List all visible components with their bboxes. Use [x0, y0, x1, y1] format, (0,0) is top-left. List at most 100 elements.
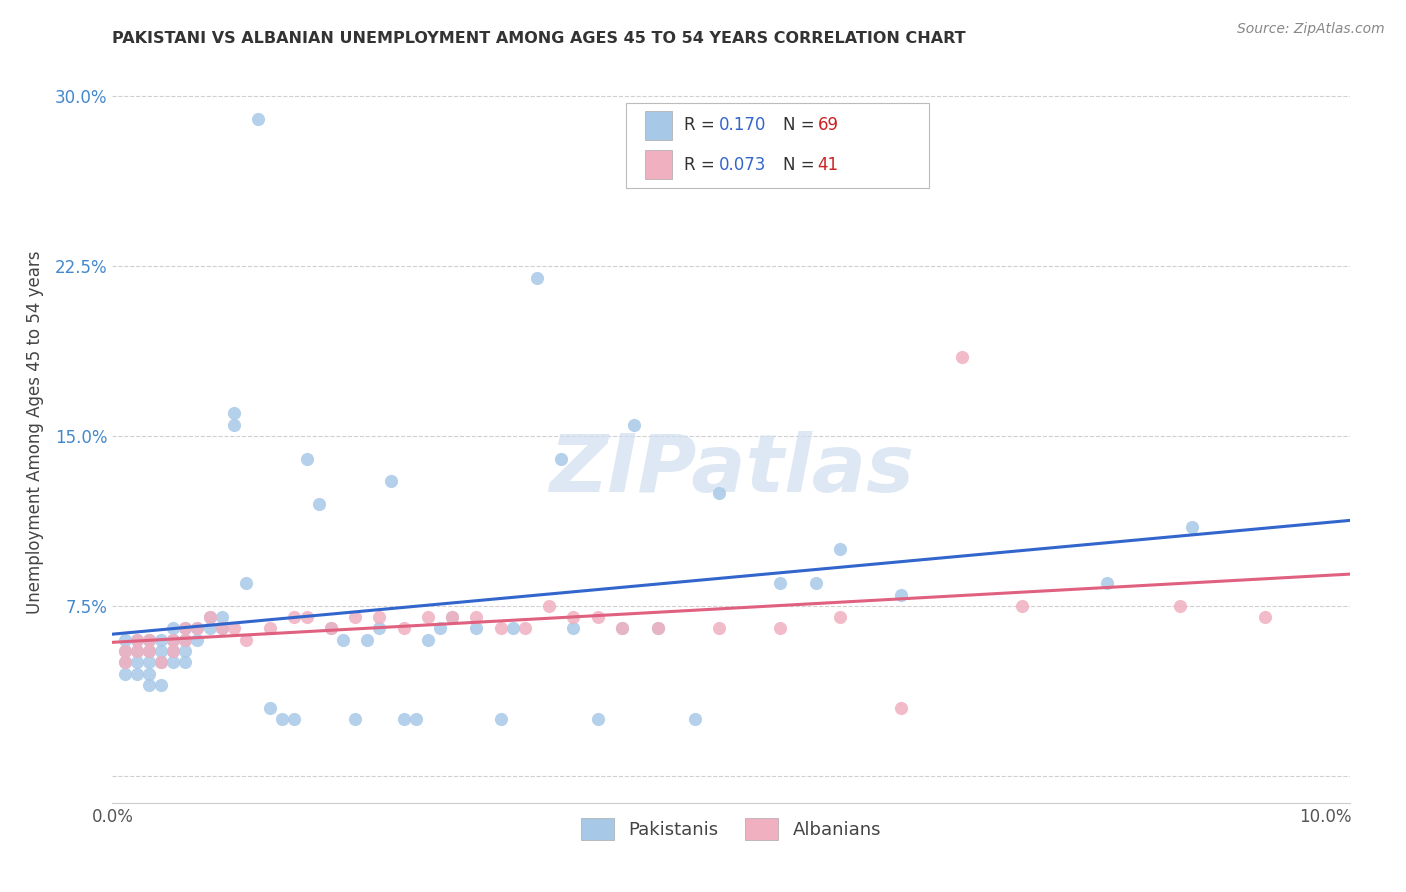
Point	[465, 610, 488, 624]
Point	[465, 622, 488, 636]
Point	[138, 644, 160, 658]
Point	[295, 451, 318, 466]
Point	[162, 632, 184, 647]
Point	[162, 632, 184, 647]
Point	[647, 622, 669, 636]
Point	[222, 622, 245, 636]
Point	[235, 576, 257, 591]
Point	[707, 622, 730, 636]
Point	[368, 610, 391, 624]
Point	[1181, 519, 1204, 533]
Legend: Pakistanis, Albanians: Pakistanis, Albanians	[572, 809, 890, 849]
Point	[138, 678, 160, 692]
Point	[125, 632, 148, 647]
Point	[586, 712, 609, 726]
Point	[610, 622, 633, 636]
Point	[1095, 576, 1118, 591]
Text: 0.170: 0.170	[718, 116, 766, 135]
Point	[114, 656, 136, 670]
Point	[162, 656, 184, 670]
Point	[332, 632, 354, 647]
Point	[830, 542, 852, 557]
Point	[769, 622, 792, 636]
Point	[247, 112, 270, 126]
Point	[174, 622, 197, 636]
Point	[162, 622, 184, 636]
Point	[890, 700, 912, 714]
Point	[186, 622, 208, 636]
Text: R =: R =	[685, 155, 720, 174]
Text: 41: 41	[818, 155, 839, 174]
Text: N =: N =	[783, 155, 820, 174]
Point	[1254, 610, 1277, 624]
Point	[150, 656, 173, 670]
Point	[211, 610, 233, 624]
Point	[1168, 599, 1191, 613]
Text: 0.073: 0.073	[718, 155, 766, 174]
Point	[138, 666, 160, 681]
Point	[150, 678, 173, 692]
Point	[114, 644, 136, 658]
Point	[562, 622, 585, 636]
Point	[198, 622, 221, 636]
Point	[950, 350, 973, 364]
Point	[283, 712, 305, 726]
Point	[114, 656, 136, 670]
Point	[125, 656, 148, 670]
Point	[186, 632, 208, 647]
Point	[222, 417, 245, 432]
Point	[647, 622, 669, 636]
Point	[526, 270, 548, 285]
Point	[271, 712, 294, 726]
Point	[174, 632, 197, 647]
Text: 69: 69	[818, 116, 839, 135]
FancyBboxPatch shape	[626, 103, 929, 188]
Point	[368, 622, 391, 636]
Point	[259, 700, 281, 714]
Point	[308, 497, 330, 511]
Point	[114, 644, 136, 658]
Point	[586, 610, 609, 624]
Point	[150, 632, 173, 647]
Point	[125, 632, 148, 647]
Point	[174, 644, 197, 658]
Text: ZIPatlas: ZIPatlas	[548, 431, 914, 508]
Point	[211, 622, 233, 636]
Point	[235, 632, 257, 647]
Point	[416, 632, 439, 647]
Point	[283, 610, 305, 624]
Point	[138, 632, 160, 647]
Point	[150, 644, 173, 658]
Point	[138, 632, 160, 647]
Point	[513, 622, 536, 636]
Point	[174, 656, 197, 670]
Point	[211, 622, 233, 636]
Point	[392, 712, 415, 726]
Point	[162, 644, 184, 658]
Point	[125, 666, 148, 681]
Point	[174, 632, 197, 647]
Point	[186, 622, 208, 636]
Point	[198, 610, 221, 624]
Point	[502, 622, 524, 636]
Point	[125, 644, 148, 658]
Point	[489, 712, 512, 726]
Point	[489, 622, 512, 636]
Point	[174, 622, 197, 636]
Point	[707, 485, 730, 500]
Point	[538, 599, 561, 613]
Point	[344, 712, 367, 726]
Text: N =: N =	[783, 116, 820, 135]
Point	[890, 587, 912, 601]
Point	[150, 656, 173, 670]
Point	[1011, 599, 1033, 613]
Text: PAKISTANI VS ALBANIAN UNEMPLOYMENT AMONG AGES 45 TO 54 YEARS CORRELATION CHART: PAKISTANI VS ALBANIAN UNEMPLOYMENT AMONG…	[112, 31, 966, 46]
Point	[319, 622, 342, 636]
Point	[380, 475, 402, 489]
Point	[319, 622, 342, 636]
FancyBboxPatch shape	[644, 111, 672, 140]
Point	[416, 610, 439, 624]
Point	[769, 576, 792, 591]
Point	[405, 712, 427, 726]
Point	[610, 622, 633, 636]
